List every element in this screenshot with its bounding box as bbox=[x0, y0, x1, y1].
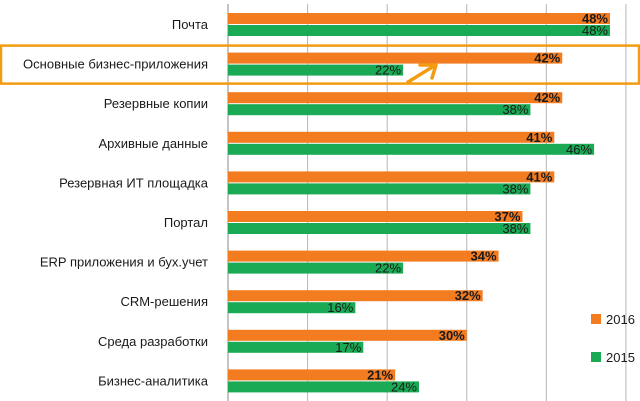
category-label: Почта bbox=[172, 17, 209, 32]
highlight-box bbox=[0, 44, 640, 85]
value-labels: 48%48%42%22%42%38%41%46%41%38%37%38%34%2… bbox=[327, 11, 608, 394]
category-label: Среда разработки bbox=[98, 334, 208, 349]
data-label-2016: 42% bbox=[534, 51, 560, 66]
bar-2016 bbox=[228, 131, 555, 143]
data-label-2015: 48% bbox=[582, 23, 608, 38]
data-label-2016: 48% bbox=[582, 11, 608, 26]
bar-2015 bbox=[228, 223, 531, 234]
data-label-2016: 41% bbox=[526, 169, 552, 184]
bar-2015 bbox=[228, 262, 404, 274]
bar-2016 bbox=[228, 52, 563, 64]
bar-2016 bbox=[228, 92, 563, 104]
bar-2015 bbox=[228, 143, 595, 155]
data-label-2016: 42% bbox=[534, 90, 560, 105]
category-label: CRM-решения bbox=[120, 294, 208, 309]
bar-2016 bbox=[228, 211, 523, 222]
legend-swatch bbox=[591, 314, 601, 324]
category-labels: Почта Основные бизнес-приложения Резервные… bbox=[23, 17, 209, 388]
bar-2015 bbox=[228, 302, 356, 314]
category-label: ERP приложения и бух.учет bbox=[40, 255, 208, 270]
highlight-arrow bbox=[406, 63, 438, 84]
bar-2016 bbox=[228, 329, 467, 341]
data-label-2015: 46% bbox=[566, 142, 592, 157]
data-label-2016: 37% bbox=[494, 209, 520, 224]
data-label-2016: 34% bbox=[471, 249, 497, 264]
category-label: Портал bbox=[164, 215, 208, 230]
data-label-2015: 38% bbox=[502, 102, 528, 117]
bar-2016 bbox=[228, 171, 555, 183]
bar-2015 bbox=[228, 104, 531, 116]
bars bbox=[228, 13, 610, 393]
legend-label: 2016 bbox=[606, 312, 635, 327]
category-label: Бизнес-аналитика bbox=[98, 373, 209, 388]
highlight-annotation bbox=[0, 44, 640, 85]
category-label: Резервные копии bbox=[104, 96, 208, 111]
bar-2016 bbox=[228, 13, 610, 24]
data-label-2016: 41% bbox=[526, 130, 552, 145]
bar-2016 bbox=[228, 250, 499, 262]
data-label-2015: 24% bbox=[391, 379, 417, 394]
data-label-2015: 38% bbox=[502, 181, 528, 196]
data-label-2015: 16% bbox=[327, 300, 353, 315]
data-label-2016: 32% bbox=[455, 288, 481, 303]
category-label: Основные бизнес-приложения bbox=[23, 57, 208, 72]
data-label-2015: 22% bbox=[375, 261, 401, 276]
bar-2015 bbox=[228, 341, 364, 353]
data-label-2016: 21% bbox=[367, 367, 393, 382]
bar-2015 bbox=[228, 25, 610, 36]
legend-swatch bbox=[591, 352, 601, 362]
bar-2015 bbox=[228, 64, 404, 76]
legend: 2016 2015 bbox=[591, 312, 635, 365]
data-label-2015: 17% bbox=[335, 340, 361, 355]
bar-2016 bbox=[228, 369, 396, 381]
category-label: Резервная ИТ площадка bbox=[59, 175, 209, 190]
bar-2015 bbox=[228, 183, 531, 195]
data-label-2016: 30% bbox=[439, 328, 465, 343]
category-label: Архивные данные bbox=[98, 136, 208, 151]
bar-2016 bbox=[228, 290, 483, 302]
data-label-2015: 22% bbox=[375, 63, 401, 78]
data-label-2015: 38% bbox=[502, 221, 528, 236]
legend-label: 2015 bbox=[606, 350, 635, 365]
bar-2015 bbox=[228, 381, 419, 393]
